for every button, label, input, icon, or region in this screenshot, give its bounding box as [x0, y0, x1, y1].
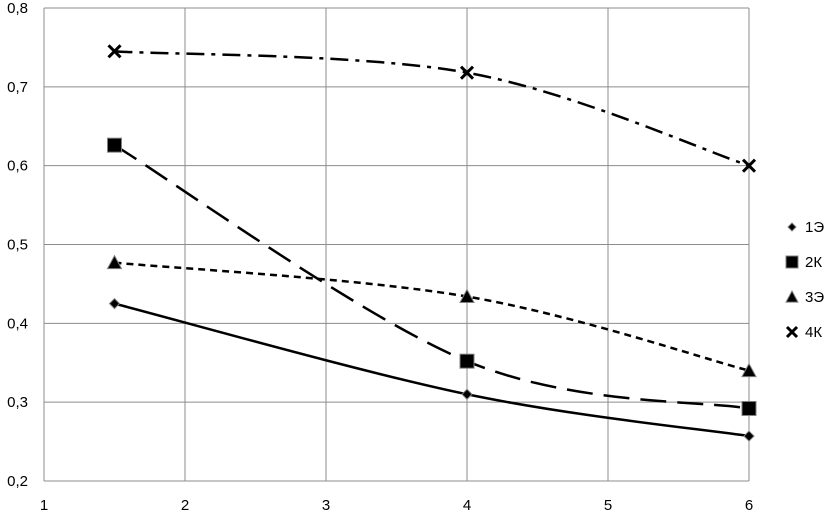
legend-x-marker [785, 325, 799, 339]
data-point-square-marker [459, 353, 475, 369]
tick-labels: 1 2 3 4 5 6 0,2 0,3 0,4 0,5 0,6 0,7 0,8 [7, 0, 753, 514]
x-tick-label: 6 [745, 497, 753, 514]
grid [44, 7, 750, 481]
x-tick-label: 2 [181, 497, 189, 514]
data-point-triangle-marker [106, 254, 123, 270]
data-point-x-marker [459, 65, 475, 80]
x-tick-label: 5 [604, 497, 612, 514]
legend-label: 4К [805, 324, 822, 341]
y-tick-label: 0,4 [7, 315, 28, 332]
x-marker-stroke [785, 325, 799, 339]
data-point-triangle-marker [459, 288, 475, 303]
data-point-diamond-marker [461, 388, 473, 400]
x-marker-stroke [107, 44, 122, 59]
legend-label: 3Э [805, 289, 824, 306]
data-point-x-marker [741, 158, 757, 173]
x-marker-stroke [741, 158, 757, 173]
data-point-diamond-marker [108, 297, 121, 310]
data-point-square-marker [107, 137, 122, 153]
y-tick-label: 0,5 [7, 237, 28, 254]
legend-diamond-marker [787, 222, 797, 232]
legend-label: 1Э [805, 219, 824, 236]
legend-square-marker [785, 255, 799, 269]
y-tick-label: 0,6 [7, 158, 28, 175]
data-point-x-marker [107, 44, 122, 59]
series-line-2 [113, 144, 750, 410]
data-point-square-marker [741, 400, 757, 416]
legend-label: 2К [805, 254, 822, 271]
y-tick-label: 0,2 [7, 473, 28, 490]
x-marker-stroke [459, 65, 475, 80]
series-line-1 [114, 302, 750, 438]
axes [43, 8, 749, 482]
legend: 1Э 2К 3Э 4К [785, 219, 824, 341]
series-line-3 [114, 261, 750, 372]
x-tick-label: 1 [40, 497, 48, 514]
x-tick-label: 3 [322, 497, 330, 514]
series-group [106, 44, 757, 442]
y-tick-label: 0,3 [7, 394, 28, 411]
y-tick-label: 0,8 [7, 0, 28, 17]
data-point-triangle-marker [741, 362, 757, 378]
data-point-diamond-marker [743, 430, 755, 442]
y-tick-label: 0,7 [7, 79, 28, 96]
x-tick-label: 4 [463, 497, 471, 514]
legend-triangle-marker [785, 289, 799, 303]
series-line-4 [114, 50, 750, 167]
